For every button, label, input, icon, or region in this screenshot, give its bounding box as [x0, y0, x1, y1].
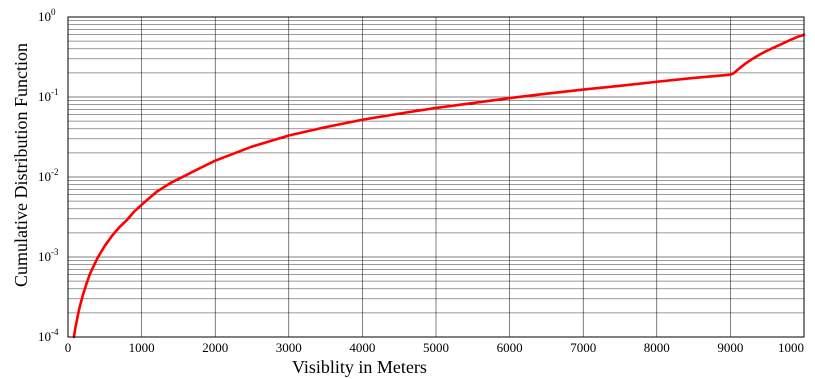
x-tick-labels: 0 1000 2000 3000 4000 5000 6000 7000 8000 9000 100… [65, 340, 804, 355]
x-tick-label: 7000 [570, 340, 596, 355]
x-tick-label: 1000 [129, 340, 155, 355]
y-tick-label: 10-1 [38, 87, 59, 104]
y-tick-label: 10-3 [38, 247, 59, 264]
grid-lines [68, 17, 804, 337]
y-tick-labels: 10-4 10-3 10-2 10-1 100 [38, 7, 59, 344]
plot-frame [67, 16, 805, 338]
series-layer [72, 33, 806, 339]
y-tick-label: 10-4 [38, 327, 59, 344]
series-line-0 [72, 33, 806, 339]
x-tick-label: 5000 [423, 340, 449, 355]
x-tick-label: 2000 [202, 340, 228, 355]
y-tick-label: 10-2 [38, 167, 59, 184]
x-axis-label: Visiblity in Meters [292, 357, 427, 377]
x-tick-label: 1000 [778, 340, 804, 355]
y-tick-label: 100 [38, 7, 56, 24]
x-tick-label: 6000 [497, 340, 523, 355]
x-tick-label: 9000 [717, 340, 743, 355]
x-tick-label: 0 [65, 340, 72, 355]
x-tick-label: 4000 [349, 340, 375, 355]
x-tick-label: 8000 [644, 340, 670, 355]
y-axis-label: Cumulative Distribution Function [11, 43, 31, 287]
x-tick-label: 3000 [276, 340, 302, 355]
